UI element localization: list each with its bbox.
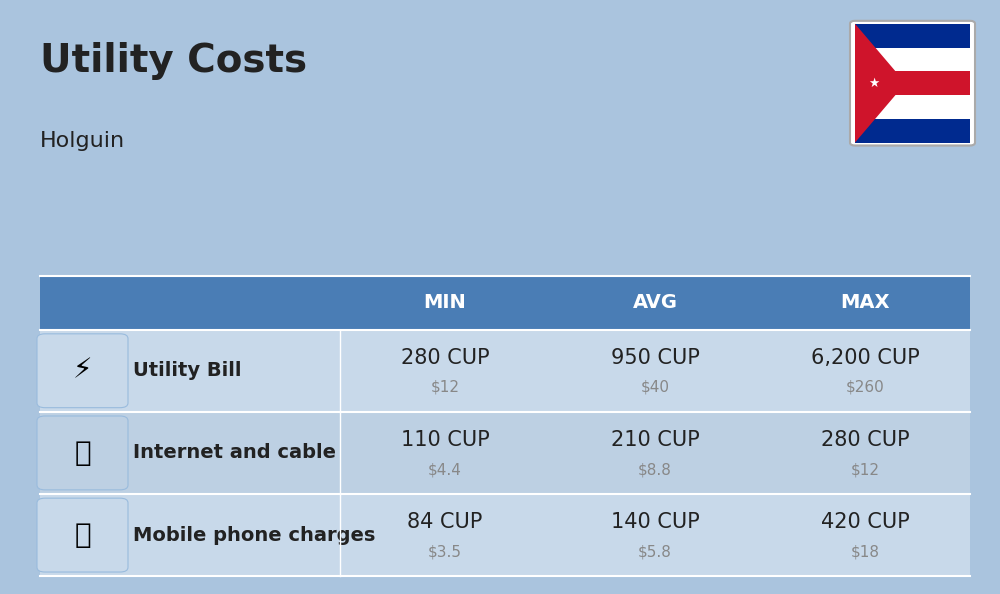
Text: $260: $260 bbox=[846, 380, 884, 395]
FancyBboxPatch shape bbox=[37, 334, 128, 407]
Text: 84 CUP: 84 CUP bbox=[407, 512, 483, 532]
Text: 210 CUP: 210 CUP bbox=[611, 430, 699, 450]
Bar bbox=[855, 24, 970, 48]
Text: $18: $18 bbox=[850, 544, 880, 559]
Text: $12: $12 bbox=[850, 462, 880, 477]
Text: 420 CUP: 420 CUP bbox=[821, 512, 909, 532]
Text: 📱: 📱 bbox=[74, 521, 91, 549]
Text: Utility Costs: Utility Costs bbox=[40, 42, 307, 80]
Text: 280 CUP: 280 CUP bbox=[401, 347, 489, 368]
Text: $12: $12 bbox=[430, 380, 459, 395]
Text: 950 CUP: 950 CUP bbox=[611, 347, 699, 368]
Bar bbox=[40, 494, 970, 576]
Text: $5.8: $5.8 bbox=[638, 544, 672, 559]
Text: Internet and cable: Internet and cable bbox=[133, 444, 336, 462]
Bar bbox=[855, 71, 970, 95]
Bar bbox=[40, 276, 970, 330]
Text: 140 CUP: 140 CUP bbox=[611, 512, 699, 532]
Text: 110 CUP: 110 CUP bbox=[401, 430, 489, 450]
Bar bbox=[855, 48, 970, 71]
Text: 280 CUP: 280 CUP bbox=[821, 430, 909, 450]
Text: MAX: MAX bbox=[840, 293, 890, 312]
Text: $3.5: $3.5 bbox=[428, 544, 462, 559]
Bar bbox=[40, 412, 970, 494]
Text: 📶: 📶 bbox=[74, 439, 91, 467]
Bar bbox=[855, 95, 970, 119]
Text: $8.8: $8.8 bbox=[638, 462, 672, 477]
Text: AVG: AVG bbox=[632, 293, 677, 312]
Text: Holguin: Holguin bbox=[40, 131, 125, 151]
Text: Mobile phone charges: Mobile phone charges bbox=[133, 526, 375, 545]
Text: MIN: MIN bbox=[424, 293, 466, 312]
Text: $4.4: $4.4 bbox=[428, 462, 462, 477]
Text: ★: ★ bbox=[868, 77, 880, 90]
Text: ⚡: ⚡ bbox=[73, 357, 92, 385]
Bar bbox=[40, 330, 970, 412]
Text: $40: $40 bbox=[640, 380, 669, 395]
FancyBboxPatch shape bbox=[37, 498, 128, 572]
FancyBboxPatch shape bbox=[850, 21, 975, 146]
Bar bbox=[855, 119, 970, 143]
Text: Utility Bill: Utility Bill bbox=[133, 361, 242, 380]
Polygon shape bbox=[855, 24, 906, 143]
Text: 6,200 CUP: 6,200 CUP bbox=[811, 347, 919, 368]
FancyBboxPatch shape bbox=[37, 416, 128, 490]
